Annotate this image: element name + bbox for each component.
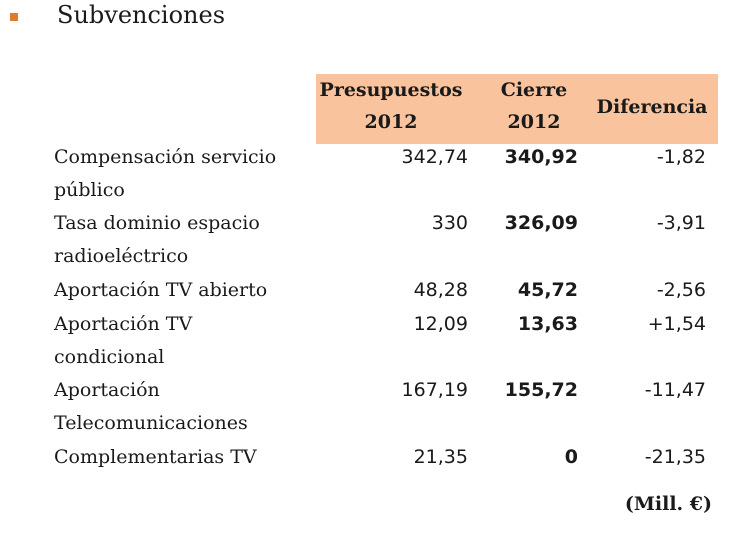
cell-cierre: 326,09	[504, 212, 578, 234]
cell-presupuestos: 48,28	[413, 279, 468, 301]
cell-diferencia: -11,47	[644, 379, 706, 401]
unit-note: (Mill. €)	[624, 493, 712, 515]
cell-diferencia: -3,91	[656, 212, 706, 234]
cell-presupuestos: 21,35	[413, 446, 468, 468]
row-label: Aportación TV condicional	[54, 313, 193, 368]
cell-cierre: 155,72	[504, 379, 578, 401]
cell-diferencia: -1,82	[656, 146, 706, 168]
cell-diferencia: +1,54	[647, 313, 706, 335]
row-label: Aportación TV abierto	[54, 279, 268, 301]
table-header-background	[316, 74, 718, 144]
cell-presupuestos: 342,74	[401, 146, 468, 168]
cell-presupuestos: 330	[431, 212, 468, 234]
cell-presupuestos: 167,19	[401, 379, 468, 401]
cell-cierre: 45,72	[517, 279, 578, 301]
cell-cierre: 340,92	[504, 146, 578, 168]
cell-cierre: 0	[564, 446, 578, 468]
row-label: Compensación servicio público	[54, 146, 277, 201]
row-label: Complementarias TV	[54, 446, 257, 468]
cell-diferencia: -21,35	[644, 446, 706, 468]
cell-diferencia: -2,56	[656, 279, 706, 301]
header-cierre: Cierre 2012	[500, 79, 568, 133]
cell-cierre: 13,63	[517, 313, 578, 335]
row-label: Tasa dominio espacio radioeléctrico	[54, 212, 260, 267]
cell-presupuestos: 12,09	[413, 313, 468, 335]
page-title: Subvenciones	[57, 1, 226, 29]
header-diferencia: Diferencia	[596, 96, 708, 118]
header-presupuestos: Presupuestos 2012	[319, 79, 463, 133]
bullet-icon	[10, 13, 18, 21]
row-label: Aportación Telecomunicaciones	[54, 379, 248, 434]
